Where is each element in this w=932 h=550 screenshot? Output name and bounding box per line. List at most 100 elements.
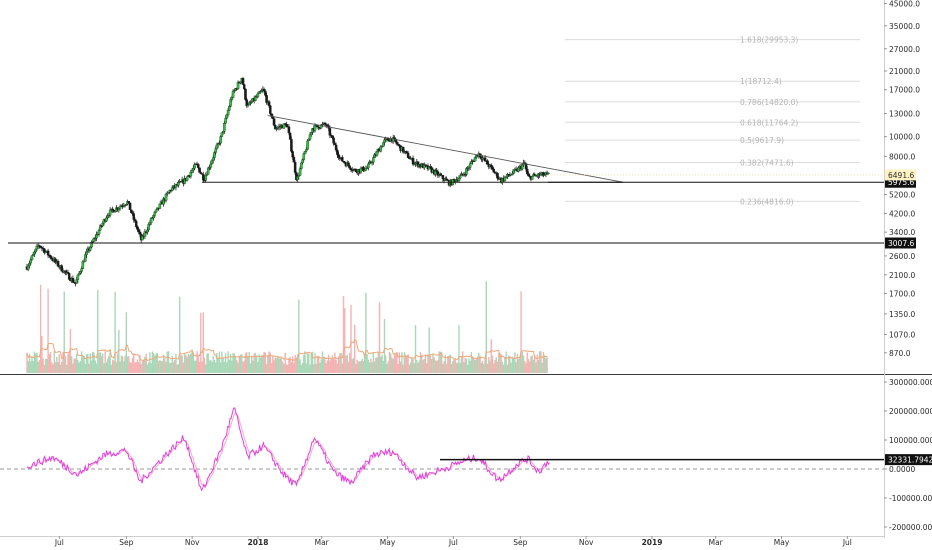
candle-body [511,173,514,175]
volume-bar [273,360,275,373]
candle-body [307,139,311,142]
volume-bar [152,353,155,373]
candle-body [267,101,271,106]
candle-body [293,162,297,173]
volume-bar [361,358,363,373]
candle-body [80,268,83,272]
volume-bar [298,299,300,373]
volume-bar [280,358,283,373]
candle-body [97,230,101,235]
volume-bar [129,362,131,373]
volume-bar [154,355,156,373]
volume-bar [473,358,475,373]
volume-bar [200,312,202,373]
candle-body [84,254,87,262]
volume-bar [337,356,340,373]
candle-body [429,166,432,168]
volume-bar [286,364,289,373]
candle-body [292,157,296,163]
volume-bar [39,284,42,373]
volume-bar [109,351,111,373]
volume-bar [368,362,371,373]
candle-body [331,135,334,138]
volume-bar [512,357,515,373]
candle-body [26,265,30,270]
candle-body [272,118,276,126]
volume-bar [387,361,389,373]
volume-bar [267,355,269,373]
volume-bar [191,351,193,373]
volume-bar [526,352,528,373]
candles [25,76,550,287]
volume-bar [277,355,279,373]
volume-bar [105,362,108,373]
candle-body [213,152,216,158]
candle-body [231,90,235,98]
volume-bar [218,351,221,373]
candle-body [349,168,353,171]
volume-bar [177,363,180,373]
osc-tick-label: 100000.0000 [889,436,932,445]
descending-trendline[interactable] [267,115,623,183]
volume-bar [198,361,201,373]
volume-bar [66,364,68,373]
volume-bar [542,351,545,373]
volume-bar [46,358,48,373]
volume-bar [345,355,347,373]
volume-bar [310,354,312,373]
volume-bar [383,319,386,373]
volume-bar [268,351,270,373]
candle-body [89,246,92,251]
candle-body [334,144,338,151]
volume-bar [170,363,172,373]
volume-bar [176,364,178,373]
volume-bar [390,353,392,373]
volume-bar [58,354,60,373]
volume-bar [265,363,268,373]
volume-bar [424,354,427,373]
volume-bar [411,357,413,373]
volume-bar [385,355,387,373]
volume-bar [494,359,496,373]
candle-body [67,273,71,280]
volume-bar [83,356,85,373]
volume-bar [47,288,49,373]
candle-body [288,132,292,140]
volume-bar [444,354,447,373]
volume-bar [519,356,521,373]
volume-bar [255,356,258,373]
volume-bar [314,353,316,373]
volume-bar [507,355,510,373]
volume-bar [106,358,109,373]
volume-bar [460,356,463,373]
candle-body [28,262,31,267]
volume-bar [408,364,411,373]
volume-bar [284,352,286,373]
candle-body [527,173,530,177]
candle-body [276,127,280,129]
volume-bar [295,357,298,373]
volume-bar [445,363,448,373]
volume-bar [165,361,167,373]
candle-body [406,152,410,158]
volume-bar [502,364,505,373]
candle-body [224,117,227,124]
volume-bar [485,281,488,373]
osc-level-text: 32331.7942 [888,456,932,465]
volume-bar [459,362,461,373]
fib-label: 0.236(4816.0) [740,197,794,206]
candle-body [189,172,193,177]
volume-bar [371,362,373,373]
candle-body [303,151,307,154]
volume-bar [59,364,62,373]
volume-bar [141,360,144,373]
volume-bar [398,352,401,373]
candle-body [287,126,291,134]
volume-bar [465,358,468,373]
volume-bar [382,360,384,373]
volume-bar [291,356,294,373]
volume-bar [227,351,229,373]
candle-body [457,178,461,181]
volume-bar [367,359,370,373]
